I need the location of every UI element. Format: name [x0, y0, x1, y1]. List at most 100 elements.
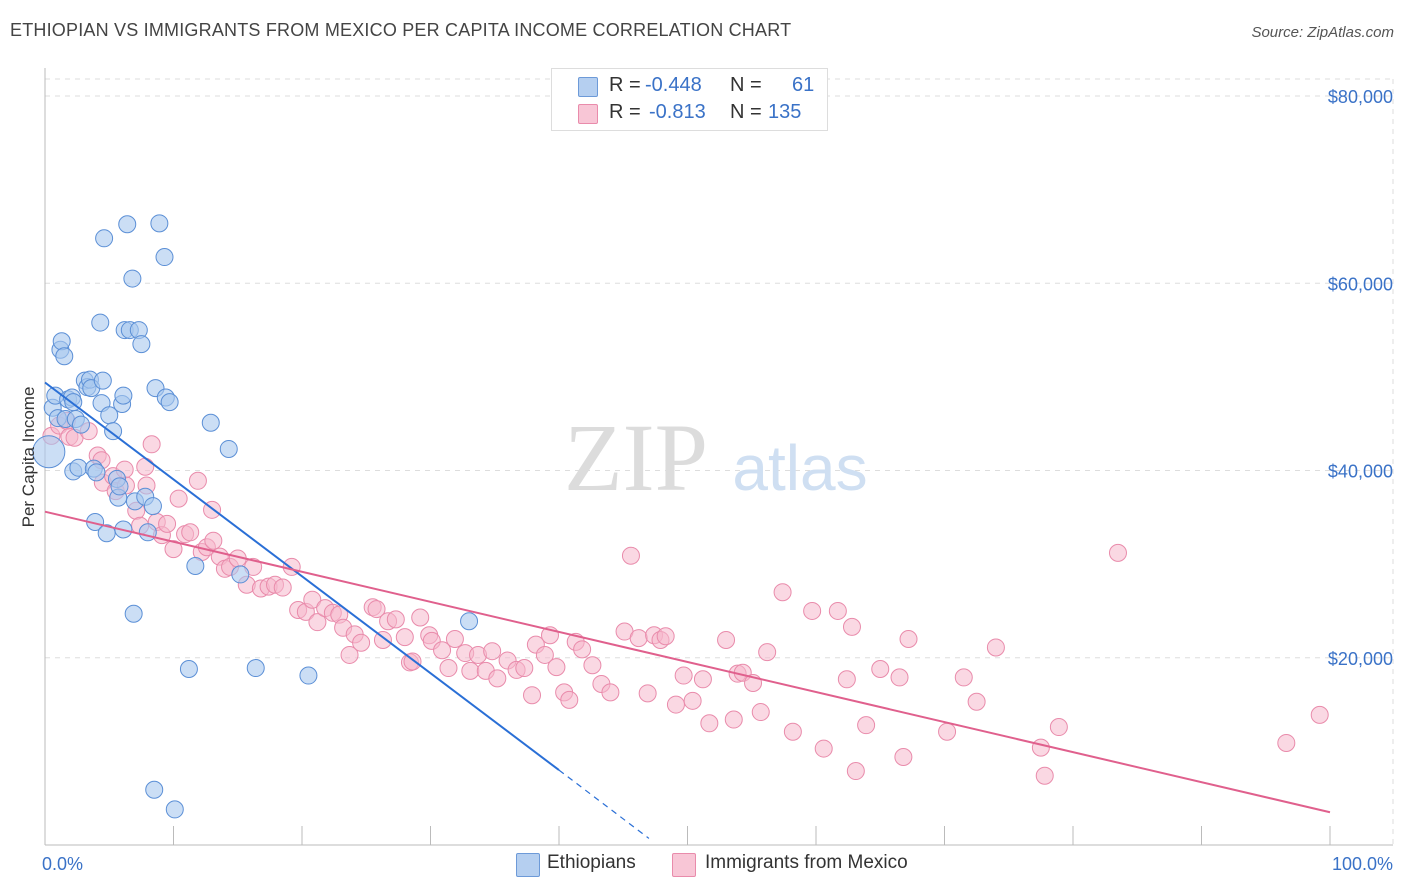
trend-lines [44, 381, 1331, 839]
ethiopian-point [160, 393, 179, 412]
mexico-point [1049, 718, 1068, 737]
ethiopian-point [55, 347, 74, 366]
legend-label-ethiopians: Ethiopians [547, 852, 636, 873]
ethiopian-point [201, 413, 220, 432]
ethiopian-point [132, 335, 151, 354]
mexico-point [1310, 705, 1329, 724]
mexico-point [386, 610, 405, 629]
legend-stats: R = -0.448 N = 61 R = -0.813 N = 135 [551, 68, 828, 131]
mexico-point [724, 710, 743, 729]
mexico-point [803, 601, 822, 620]
ethiopian-point [118, 215, 137, 234]
mexico-point [1277, 733, 1296, 752]
mexico-point [717, 630, 736, 649]
ethiopian-point [299, 666, 318, 685]
mexico-point [515, 659, 534, 678]
mexico-point [352, 633, 371, 652]
ethiopian-point [52, 332, 71, 351]
ethiopian-point [91, 313, 110, 332]
mexico-point [308, 613, 327, 632]
mexico-point [846, 762, 865, 781]
mexico-trend-line [44, 510, 1331, 814]
ethiopian-point [186, 556, 205, 575]
mexico-point [638, 684, 657, 703]
legend-swatch-ethiopians [516, 853, 540, 877]
mexico-point [340, 645, 359, 664]
chart-title: ETHIOPIAN VS IMMIGRANTS FROM MEXICO PER … [10, 20, 792, 40]
y-axis-label: Per Capita Income [19, 387, 38, 528]
ethiopian-point [460, 612, 479, 631]
ethiopian-point [71, 415, 90, 434]
y-tick-label: $40,000 [1328, 462, 1393, 482]
ethiopian-point [95, 229, 114, 248]
ethiopian-point [143, 497, 162, 516]
mexico-point [433, 641, 452, 660]
mexico-point [773, 583, 792, 602]
y-tick-label: $80,000 [1328, 87, 1393, 107]
legend-r-value: -0.448 [645, 74, 702, 96]
mexico-point [181, 523, 200, 542]
mexico-point [411, 608, 430, 627]
mexico-point [1108, 543, 1127, 562]
ethiopian-point [179, 659, 198, 678]
legend-swatch-ethiopians [578, 77, 598, 97]
ethiopian-point [93, 371, 112, 390]
mexico-point [700, 714, 719, 733]
legend-r-label: R = [609, 74, 641, 96]
mexico-point [683, 691, 702, 710]
mexico-point [621, 546, 640, 565]
mexico-point [758, 643, 777, 662]
mexico-point [814, 739, 833, 758]
legend-label-mexico: Immigrants from Mexico [705, 852, 908, 873]
x-tick-label: 100.0% [1332, 854, 1393, 874]
mexico-point [1031, 738, 1050, 757]
mexico-point [629, 629, 648, 648]
mexico-point [666, 695, 685, 714]
mexico-point [751, 703, 770, 722]
mexico-point [303, 590, 322, 609]
legend-n-value: 135 [768, 101, 802, 123]
mexico-point [783, 722, 802, 741]
ethiopian-point [87, 463, 106, 482]
legend-row-mexico: R = -0.813 N = 135 [552, 101, 827, 127]
mexico-point [523, 686, 542, 705]
legend-swatch-mexico [578, 104, 598, 124]
ethiopian-point [114, 386, 133, 405]
axes [44, 68, 1393, 846]
ethiopian-point [246, 659, 265, 678]
source-credit: Source: ZipAtlas.com [1251, 24, 1394, 41]
mexico-point [488, 669, 507, 688]
mexico-point [142, 435, 161, 454]
ethiopian-point [155, 248, 174, 267]
ethiopian-point [97, 524, 116, 543]
x-tick-label: 0.0% [42, 854, 83, 874]
ethiopian-point [104, 422, 123, 441]
mexico-point [439, 659, 458, 678]
mexico-point [273, 578, 292, 597]
mexico-point [1035, 766, 1054, 785]
mexico-point [871, 659, 890, 678]
y-tick-label: $20,000 [1328, 649, 1393, 669]
mexico-point [828, 601, 847, 620]
mexico-point [204, 531, 223, 550]
mexico-point [560, 690, 579, 709]
ethiopian-point [165, 800, 184, 819]
mexico-point [938, 722, 957, 741]
legend-n-label: N = [730, 101, 762, 123]
legend-n-label: N = [730, 74, 762, 96]
ethiopian-point [150, 214, 169, 233]
mexico-point [395, 628, 414, 647]
ethiopian-point [145, 780, 164, 799]
y-tick-label: $60,000 [1328, 274, 1393, 294]
legend-r-value: -0.813 [649, 101, 706, 123]
mexico-point [188, 471, 207, 490]
legend-row-ethiopians: R = -0.448 N = 61 [552, 74, 827, 100]
ethiopian-point [32, 435, 66, 469]
mexico-point [842, 617, 861, 636]
mexico-point [445, 630, 464, 649]
ethiopian-trend-extension [558, 769, 650, 839]
ethiopian-point [110, 477, 129, 496]
ethiopian-trend-line [44, 381, 560, 771]
mexico-point [164, 540, 183, 559]
